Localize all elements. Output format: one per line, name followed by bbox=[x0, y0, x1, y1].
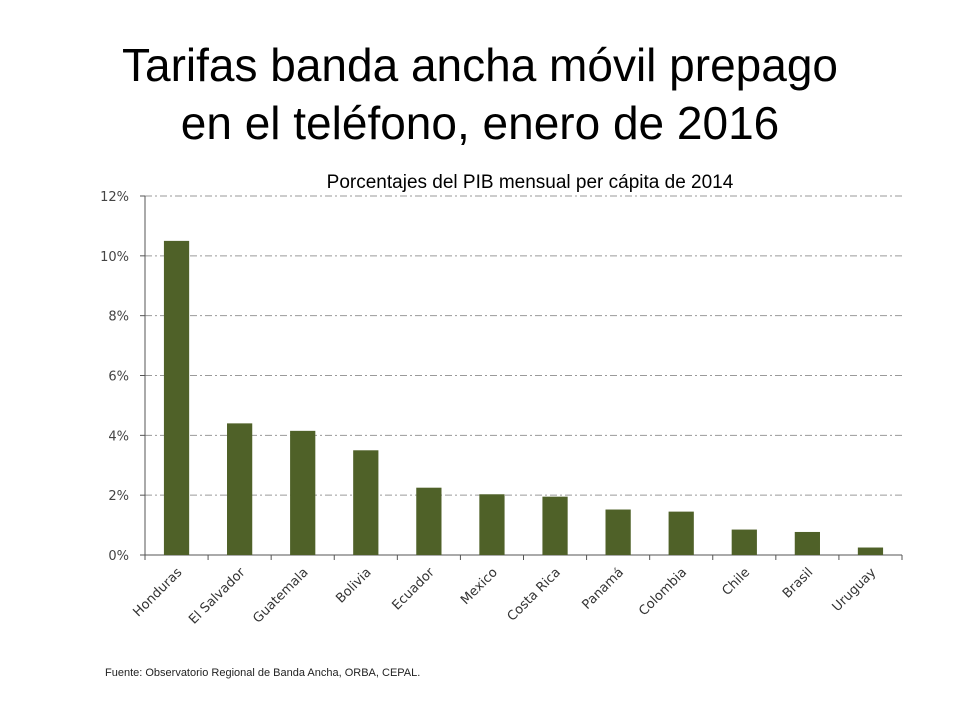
category-label: Honduras bbox=[131, 565, 186, 620]
bar bbox=[605, 509, 631, 555]
category-label: Bolivia bbox=[333, 565, 374, 606]
category-label: Brasil bbox=[780, 565, 816, 601]
bar bbox=[857, 547, 884, 555]
y-tick-label: 8% bbox=[108, 310, 129, 325]
slide-title: Tarifas banda ancha móvil prepago en el … bbox=[0, 36, 960, 152]
bar bbox=[416, 487, 442, 555]
y-tick-label: 12% bbox=[100, 190, 129, 205]
title-line-1: Tarifas banda ancha móvil prepago bbox=[121, 39, 838, 91]
bar bbox=[479, 494, 505, 555]
category-label: Chile bbox=[719, 565, 753, 599]
category-label: Mexico bbox=[458, 565, 501, 608]
source-note: Fuente: Observatorio Regional de Banda A… bbox=[105, 667, 421, 679]
category-label: El Salvador bbox=[186, 565, 249, 628]
y-tick-label: 10% bbox=[100, 250, 129, 265]
category-label: Costa Rica bbox=[505, 565, 564, 624]
bar bbox=[731, 529, 757, 555]
bar bbox=[794, 531, 820, 555]
y-tick-label: 2% bbox=[108, 489, 129, 504]
category-label: Uruguay bbox=[830, 565, 880, 615]
bar bbox=[542, 496, 568, 555]
bar bbox=[290, 430, 316, 555]
category-label: Colombia bbox=[636, 565, 690, 619]
chart-subtitle: Porcentajes del PIB mensual per cápita d… bbox=[327, 172, 734, 193]
category-label: Panamá bbox=[580, 565, 627, 612]
category-label: Ecuador bbox=[390, 565, 439, 614]
bar bbox=[668, 511, 694, 555]
bar bbox=[227, 423, 253, 555]
category-label: Guatemala bbox=[250, 565, 311, 626]
y-tick-label: 6% bbox=[108, 370, 129, 385]
bar bbox=[353, 450, 379, 555]
bar bbox=[163, 240, 190, 555]
y-tick-label: 0% bbox=[108, 549, 129, 564]
title-line-2: en el teléfono, enero de 2016 bbox=[180, 97, 780, 149]
y-tick-label: 4% bbox=[108, 429, 129, 444]
